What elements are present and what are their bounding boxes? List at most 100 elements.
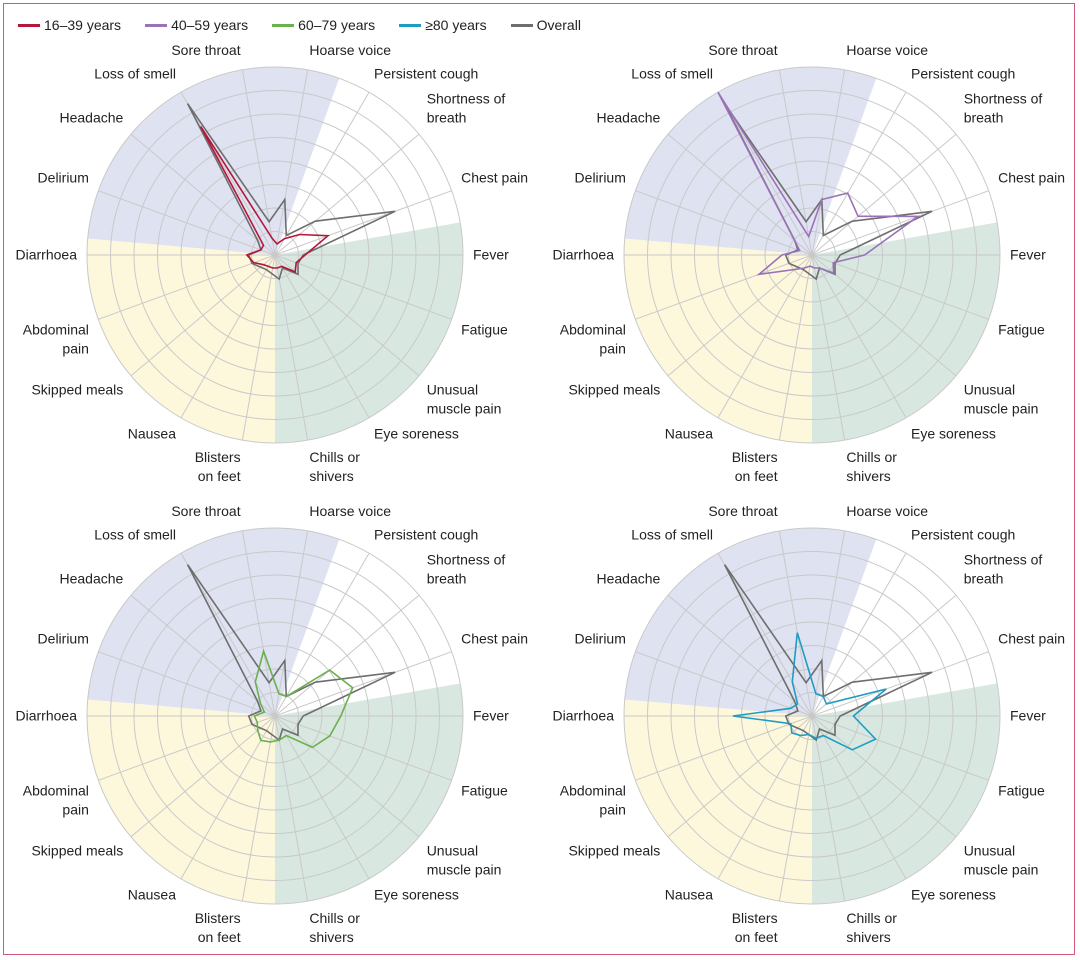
axis-label-loss-of-smell: Loss of smell	[631, 66, 713, 82]
axis-label-shortness-of-breath: Shortness of breath	[427, 552, 506, 587]
axis-label-skipped-meals: Skipped meals	[568, 842, 660, 858]
axis-spoke	[778, 530, 813, 717]
figure-frame	[3, 3, 1075, 955]
axis-spoke	[274, 254, 420, 377]
legend-label: Overall	[536, 17, 581, 33]
axis-label-eye-soreness: Eye soreness	[374, 426, 459, 442]
axis-label-chest-pain: Chest pain	[461, 169, 528, 185]
sector-respiratory	[812, 78, 998, 255]
axis-spoke	[811, 254, 989, 320]
axis-label-persistent-cough: Persistent cough	[374, 527, 478, 543]
axis-spoke	[811, 715, 907, 880]
axis-spoke	[635, 190, 813, 256]
axis-spoke	[811, 715, 846, 902]
legend-label: 16–39 years	[44, 17, 122, 33]
sector-gastrointestinal	[623, 238, 812, 443]
axis-label-skipped-meals: Skipped meals	[568, 381, 660, 397]
axis-spoke	[811, 715, 989, 781]
axis-label-persistent-cough: Persistent cough	[911, 66, 1015, 82]
axis-label-eye-soreness: Eye soreness	[374, 887, 459, 903]
axis-label-blisters-on-feet: Blisters on feet	[195, 449, 241, 484]
legend-label: 60–79 years	[298, 17, 376, 33]
axis-label-unusual-muscle-pain: Unusual muscle pain	[964, 842, 1039, 877]
axis-label-hoarse-voice: Hoarse voice	[309, 42, 391, 58]
axis-spoke	[130, 715, 276, 838]
axis-spoke	[811, 594, 957, 717]
axis-label-loss-of-smell: Loss of smell	[94, 527, 176, 543]
axis-label-fatigue: Fatigue	[461, 783, 508, 799]
radar-panel-1: Fever Chest pain Shortness of breath Persist…	[16, 42, 529, 484]
axis-spoke	[274, 715, 420, 838]
axis-spoke	[811, 552, 907, 717]
axis-label-headache: Headache	[59, 571, 123, 587]
legend-swatch	[399, 23, 422, 27]
axis-label-sore-throat: Sore throat	[708, 42, 777, 58]
axis-spoke	[274, 530, 309, 717]
axis-spoke	[130, 133, 276, 256]
axis-label-fever: Fever	[1010, 708, 1046, 724]
axis-label-abdominal-pain: Abdominal pain	[560, 322, 626, 357]
axis-spoke	[98, 651, 276, 717]
axis-spoke	[274, 69, 309, 256]
axis-spoke	[180, 715, 276, 880]
axis-label-chest-pain: Chest pain	[998, 169, 1065, 185]
axis-spoke	[98, 190, 276, 256]
axis-label-shortness-of-breath: Shortness of breath	[964, 552, 1043, 587]
axis-spoke	[667, 254, 813, 377]
axis-spoke	[811, 254, 907, 419]
axis-label-delirium: Delirium	[38, 630, 89, 646]
axis-spoke	[717, 254, 813, 419]
axis-label-nausea: Nausea	[665, 426, 713, 442]
axis-spoke	[274, 651, 452, 717]
axis-spoke	[241, 254, 276, 441]
radar-panel-4: Fever Chest pain Shortness of breath Persist…	[553, 503, 1066, 945]
axis-spoke	[274, 552, 370, 717]
axis-label-headache: Headache	[596, 110, 660, 126]
legend-swatch	[272, 23, 295, 27]
axis-label-fatigue: Fatigue	[998, 322, 1045, 338]
axis-spoke	[717, 552, 813, 717]
sector-respiratory	[275, 539, 461, 716]
legend-swatch	[145, 23, 168, 27]
axis-label-unusual-muscle-pain: Unusual muscle pain	[427, 381, 502, 416]
axis-spoke	[98, 254, 276, 320]
axis-spoke	[667, 133, 813, 256]
axis-label-chills-or-shivers: Chills or shivers	[309, 910, 360, 945]
axis-spoke	[667, 715, 813, 838]
axis-label-diarrhoea: Diarrhoea	[16, 708, 78, 724]
axis-label-delirium: Delirium	[575, 630, 626, 646]
axis-label-chest-pain: Chest pain	[461, 630, 528, 646]
axis-spoke	[241, 69, 276, 256]
axis-spoke	[635, 715, 813, 781]
legend-item-80-plus: ≥80 years	[399, 17, 487, 33]
axis-spoke	[274, 715, 309, 902]
axis-spoke	[811, 91, 907, 256]
axis-spoke	[811, 715, 957, 838]
axis-spoke	[274, 254, 452, 320]
axis-label-fever: Fever	[1010, 247, 1046, 263]
legend-item-40-59: 40–59 years	[145, 17, 248, 33]
axis-spoke	[130, 594, 276, 717]
axis-spoke	[811, 530, 846, 717]
axis-label-sore-throat: Sore throat	[171, 42, 240, 58]
axis-spoke	[274, 715, 370, 880]
sector-respiratory	[275, 78, 461, 255]
series-group-4	[732, 632, 887, 751]
axis-label-diarrhoea: Diarrhoea	[553, 247, 615, 263]
axis-spoke	[635, 254, 813, 320]
axis-label-diarrhoea: Diarrhoea	[553, 708, 615, 724]
sector-gastrointestinal	[86, 699, 275, 904]
axis-label-chills-or-shivers: Chills or shivers	[846, 449, 897, 484]
axis-label-chills-or-shivers: Chills or shivers	[846, 910, 897, 945]
axis-spoke	[778, 715, 813, 902]
axis-label-blisters-on-feet: Blisters on feet	[732, 910, 778, 945]
series-group-1	[199, 125, 331, 274]
axis-spoke	[98, 715, 276, 781]
axis-label-hoarse-voice: Hoarse voice	[846, 42, 928, 58]
axis-label-eye-soreness: Eye soreness	[911, 887, 996, 903]
axis-label-sore-throat: Sore throat	[708, 503, 777, 519]
sector-respiratory	[812, 539, 998, 716]
legend-item-16-39: 16–39 years	[18, 17, 121, 33]
legend-label: 40–59 years	[171, 17, 249, 33]
